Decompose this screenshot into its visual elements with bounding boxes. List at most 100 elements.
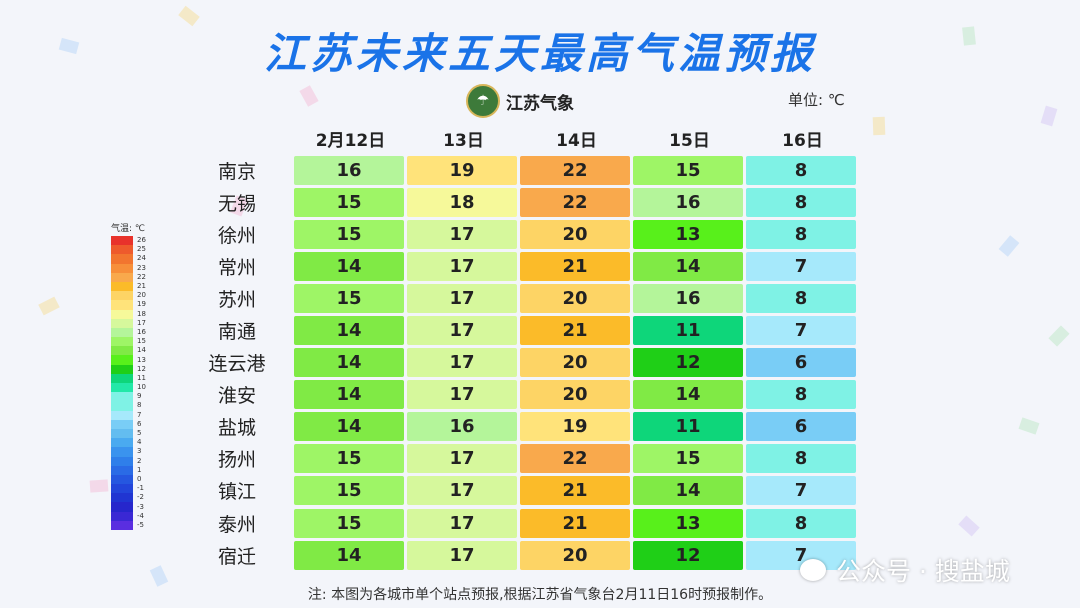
legend-swatch [111, 392, 133, 402]
legend-label: 11 [137, 373, 146, 382]
day-header: 13日 [443, 131, 484, 151]
legend-swatch [111, 410, 133, 420]
legend-label: 26 [137, 236, 146, 245]
temperature-cell: 8 [746, 444, 856, 474]
legend-swatch [111, 373, 133, 383]
temperature-cell: 19 [407, 155, 517, 185]
legend-label: 2 [137, 456, 142, 465]
legend-label: 3 [137, 447, 142, 456]
legend-swatch [111, 438, 133, 448]
wechat-icon [800, 559, 826, 581]
legend-swatch [111, 309, 133, 319]
legend-item: 19 [111, 300, 146, 310]
city-name: 扬州 [217, 449, 256, 472]
legend-label: 19 [137, 300, 146, 309]
table-row: 南通 14 17 21 11 7 [200, 314, 859, 346]
legend-label: 9 [137, 392, 142, 401]
temperature-cell: 11 [633, 316, 743, 346]
legend-item: 11 [111, 373, 146, 383]
legend-swatch [111, 355, 133, 365]
temperature-cell: 14 [633, 380, 743, 410]
city-name: 无锡 [217, 192, 256, 215]
legend-item: 15 [111, 337, 146, 347]
legend-label: 24 [137, 254, 146, 263]
legend-item: 21 [111, 281, 146, 292]
legend-item: 3 [111, 447, 146, 457]
day-header: 16日 [782, 131, 823, 151]
temperature-cell: 6 [746, 348, 856, 378]
temperature-cell: 21 [520, 476, 630, 506]
temperature-cell: 21 [520, 508, 630, 538]
legend-swatch [111, 236, 133, 246]
unit-label: 单位: ℃ [788, 91, 845, 109]
legend-label: 0 [137, 474, 142, 483]
legend-swatch [111, 493, 133, 503]
legend-item: -4 [111, 511, 146, 521]
temperature-cell: 20 [520, 380, 630, 410]
day-header: 2月12日 [315, 131, 386, 151]
legend-item: -5 [111, 520, 146, 530]
legend-swatch [111, 245, 133, 255]
temperature-cell: 15 [294, 508, 404, 538]
legend-swatch [111, 401, 133, 411]
temperature-cell: 20 [520, 283, 630, 313]
legend-label: 16 [137, 327, 146, 336]
temperature-cell: 16 [633, 187, 743, 217]
temperature-cell: 17 [407, 444, 517, 474]
city-name: 南通 [217, 321, 256, 344]
legend-label: 15 [137, 337, 146, 346]
legend-label: 6 [137, 419, 142, 428]
footnote: 注: 本图为各城市单个站点预报,根据江苏省气象台2月11日16时预报制作。 [307, 587, 773, 603]
temperature-cell: 15 [294, 476, 404, 506]
temperature-cell: 18 [407, 187, 517, 217]
temperature-cell: 8 [746, 187, 856, 217]
temperature-cell: 17 [407, 540, 517, 570]
legend-swatch [111, 364, 133, 374]
temperature-cell: 14 [633, 251, 743, 281]
legend-swatch [111, 281, 133, 292]
legend-swatch [111, 337, 133, 347]
legend-item: 7 [111, 410, 146, 420]
legend-label: 4 [137, 438, 142, 447]
temperature-cell: 7 [746, 251, 856, 281]
legend-swatch [111, 484, 133, 494]
temperature-cell: 14 [294, 316, 404, 346]
city-name: 常州 [217, 256, 256, 279]
temperature-cell: 8 [746, 508, 856, 538]
temperature-cell: 8 [746, 283, 856, 313]
temperature-cell: 17 [407, 283, 517, 313]
legend-label: 17 [137, 318, 146, 327]
temperature-cell: 17 [407, 380, 517, 410]
legend-label: 5 [137, 429, 142, 438]
table-row: 常州 14 17 21 14 7 [200, 250, 859, 282]
legend-label: 18 [137, 309, 146, 318]
color-legend: 气温: ℃ 26 25 24 23 22 21 20 19 18 17 16 15 14 13 12 11 10… [111, 221, 146, 530]
legend-item: 24 [111, 254, 146, 264]
temperature-cell: 22 [520, 155, 630, 185]
legend-swatch [111, 291, 133, 301]
legend-label: -4 [137, 511, 144, 520]
table-row: 淮安 14 17 20 14 8 [200, 379, 859, 411]
temperature-cell: 16 [407, 412, 517, 442]
watermark-text: 公众号 · 搜盐城 [836, 557, 1010, 586]
table-row: 泰州 15 17 21 13 8 [200, 507, 859, 539]
legend-item: 16 [111, 327, 146, 338]
legend-swatch [111, 300, 133, 310]
temperature-cell: 12 [633, 348, 743, 378]
legend-swatch [111, 447, 133, 457]
legend-label: 10 [137, 383, 146, 392]
city-name: 宿迁 [217, 545, 256, 568]
city-name: 泰州 [217, 513, 256, 536]
temperature-cell: 21 [520, 251, 630, 281]
legend-item: 10 [111, 383, 146, 393]
legend-label: 8 [137, 401, 142, 410]
temperature-cell: 14 [633, 476, 743, 506]
temperature-cell: 17 [407, 251, 517, 281]
legend-label: 23 [137, 263, 146, 272]
legend-label: 25 [137, 245, 146, 254]
legend-item: 4 [111, 438, 146, 448]
table-row: 南京 16 19 22 15 8 [200, 154, 859, 186]
legend-label: 14 [137, 346, 146, 355]
city-name: 镇江 [217, 481, 256, 504]
legend-item: 1 [111, 465, 146, 475]
